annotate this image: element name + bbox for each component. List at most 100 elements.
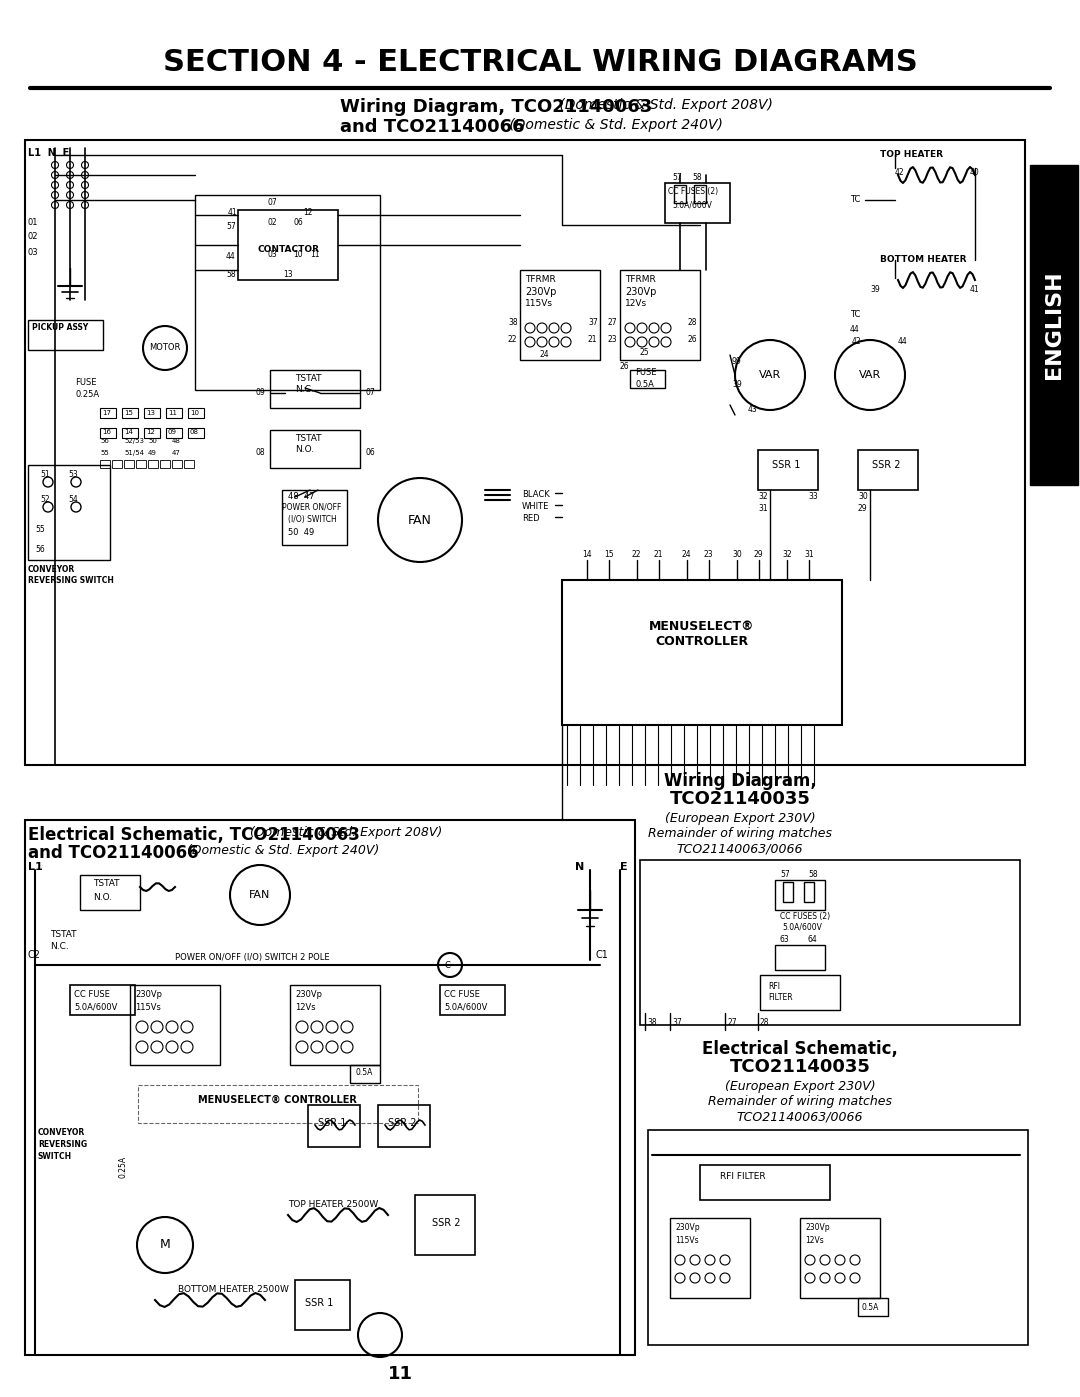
- Text: 51: 51: [40, 469, 50, 479]
- Bar: [25, 820, 635, 1355]
- Text: 37: 37: [588, 319, 597, 327]
- Text: 08: 08: [190, 429, 199, 434]
- Bar: [620, 270, 700, 360]
- Bar: [70, 985, 135, 1016]
- Bar: [640, 861, 1020, 1025]
- Text: FUSE: FUSE: [635, 367, 657, 377]
- Text: 02: 02: [28, 232, 39, 242]
- Text: 230Vp: 230Vp: [525, 286, 556, 298]
- Text: CONTROLLER: CONTROLLER: [656, 636, 748, 648]
- Text: 44: 44: [226, 251, 235, 261]
- Text: CONVEYOR: CONVEYOR: [28, 564, 76, 574]
- Text: C: C: [444, 961, 450, 970]
- Text: 52: 52: [40, 495, 50, 504]
- Text: 11: 11: [388, 1365, 413, 1383]
- Text: 14: 14: [582, 550, 592, 559]
- Bar: [270, 370, 360, 408]
- Text: POWER ON/OFF: POWER ON/OFF: [282, 503, 341, 511]
- Text: 230Vp: 230Vp: [625, 286, 657, 298]
- Text: TSTAT: TSTAT: [295, 434, 322, 443]
- Bar: [1030, 165, 1078, 485]
- Bar: [100, 408, 116, 418]
- Bar: [100, 460, 110, 468]
- Text: C2: C2: [28, 950, 41, 960]
- Text: TC: TC: [850, 310, 861, 319]
- Bar: [350, 1065, 380, 1083]
- Text: TFRMR: TFRMR: [525, 275, 556, 284]
- Text: L1  N  E: L1 N E: [28, 148, 69, 158]
- Text: 25: 25: [640, 348, 650, 358]
- Text: (I/O) SWITCH: (I/O) SWITCH: [288, 515, 337, 524]
- Text: 56: 56: [100, 439, 109, 444]
- Bar: [238, 210, 338, 279]
- Text: 53: 53: [68, 469, 78, 479]
- Text: 30: 30: [858, 492, 867, 502]
- Bar: [112, 460, 122, 468]
- Text: 39: 39: [732, 380, 742, 388]
- Text: Wiring Diagram,: Wiring Diagram,: [663, 773, 816, 789]
- Text: 12Vs: 12Vs: [295, 1003, 315, 1011]
- Text: 230Vp: 230Vp: [295, 990, 322, 999]
- Bar: [25, 140, 1025, 766]
- Text: 16: 16: [102, 429, 111, 434]
- Bar: [665, 183, 730, 224]
- Bar: [130, 985, 220, 1065]
- Text: 12: 12: [146, 429, 154, 434]
- Text: RED: RED: [522, 514, 540, 522]
- Text: 27: 27: [728, 1018, 738, 1027]
- Bar: [308, 1105, 360, 1147]
- Text: MENUSELECT®: MENUSELECT®: [649, 620, 755, 633]
- Text: 23: 23: [608, 335, 618, 344]
- Text: (European Export 230V): (European Export 230V): [664, 812, 815, 826]
- Text: 58: 58: [808, 870, 818, 879]
- Text: 07: 07: [365, 388, 375, 397]
- Text: L1: L1: [28, 862, 43, 872]
- Text: 42: 42: [895, 168, 905, 177]
- Text: Remainder of wiring matches: Remainder of wiring matches: [708, 1095, 892, 1108]
- Text: SSR 2: SSR 2: [432, 1218, 460, 1228]
- Text: 12: 12: [303, 208, 312, 217]
- Text: Electrical Schematic, TCO21140063: Electrical Schematic, TCO21140063: [28, 826, 360, 844]
- Text: 52/53: 52/53: [124, 439, 144, 444]
- Bar: [783, 882, 793, 902]
- Text: TCO21140035: TCO21140035: [730, 1058, 870, 1076]
- Text: BOTTOM HEATER 2500W: BOTTOM HEATER 2500W: [178, 1285, 288, 1294]
- Text: N.C.: N.C.: [50, 942, 69, 951]
- Text: 12Vs: 12Vs: [805, 1236, 824, 1245]
- Bar: [282, 490, 347, 545]
- Text: TSTAT: TSTAT: [93, 879, 120, 888]
- Text: (Domestic & Std. Export 208V): (Domestic & Std. Export 208V): [246, 826, 442, 840]
- Text: 15: 15: [124, 409, 133, 416]
- Text: 23: 23: [704, 550, 714, 559]
- Bar: [800, 1218, 880, 1298]
- Text: FUSE: FUSE: [75, 379, 96, 387]
- Text: 115Vs: 115Vs: [525, 299, 553, 307]
- Text: VAR: VAR: [759, 370, 781, 380]
- Text: 30: 30: [732, 550, 742, 559]
- Text: 5.0A/600V: 5.0A/600V: [444, 1002, 487, 1011]
- Text: 39: 39: [870, 285, 880, 293]
- Text: SSR 1: SSR 1: [318, 1118, 347, 1127]
- Text: RFI FILTER: RFI FILTER: [720, 1172, 766, 1180]
- Text: 48  47: 48 47: [288, 492, 314, 502]
- Text: CC FUSE: CC FUSE: [75, 990, 110, 999]
- Text: 55: 55: [35, 525, 44, 534]
- Text: N: N: [575, 862, 584, 872]
- Text: 12Vs: 12Vs: [625, 299, 647, 307]
- Text: 31: 31: [804, 550, 813, 559]
- Text: 09: 09: [255, 388, 265, 397]
- Text: TSTAT: TSTAT: [50, 930, 77, 939]
- Text: SSR 2: SSR 2: [872, 460, 901, 469]
- Text: 99: 99: [732, 358, 742, 366]
- Text: TOP HEATER 2500W: TOP HEATER 2500W: [288, 1200, 378, 1208]
- Text: 28: 28: [688, 319, 698, 327]
- Text: 14: 14: [124, 429, 133, 434]
- Bar: [100, 427, 116, 439]
- Text: Electrical Schematic,: Electrical Schematic,: [702, 1039, 897, 1058]
- Text: 32: 32: [782, 550, 792, 559]
- Text: 10: 10: [190, 409, 199, 416]
- Text: 08: 08: [255, 448, 265, 457]
- Text: WHITE: WHITE: [522, 502, 550, 511]
- Text: CONVEYOR: CONVEYOR: [38, 1127, 85, 1137]
- Text: 38: 38: [508, 319, 517, 327]
